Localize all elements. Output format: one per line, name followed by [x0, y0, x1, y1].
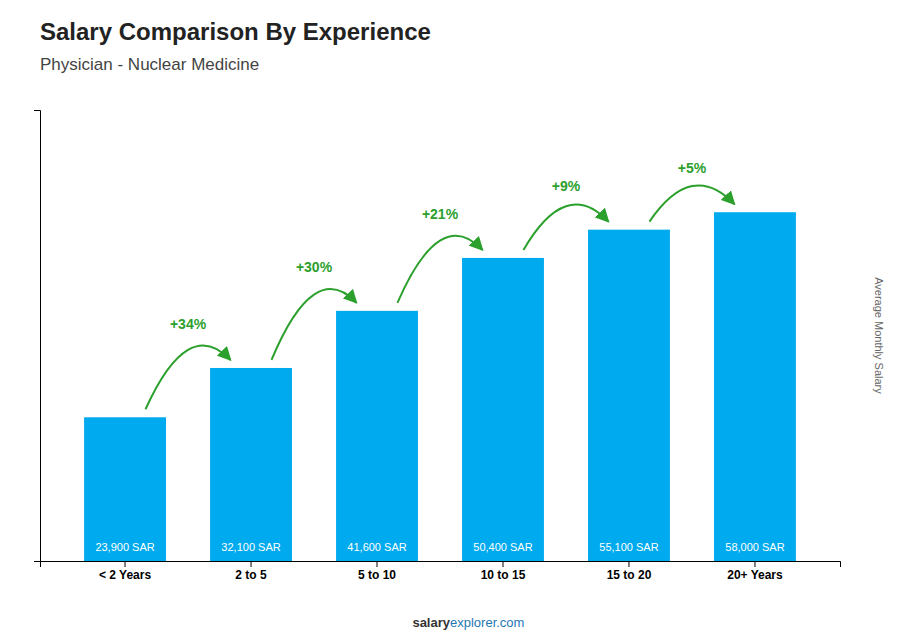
- data-label: 41,600 SAR: [347, 541, 406, 553]
- x-tick: 5 to 10: [358, 561, 396, 582]
- change-arrow: [146, 345, 231, 409]
- change-label: +5%: [678, 160, 707, 176]
- change-arrow: [271, 289, 356, 360]
- bar: [588, 230, 670, 561]
- x-tick: 15 to 20: [607, 561, 652, 582]
- title: Salary Comparison By Experience: [40, 18, 431, 45]
- data-label: 58,000 SAR: [725, 541, 784, 553]
- x-tick-mark: [754, 561, 755, 567]
- x-tick: < 2 Years: [99, 561, 151, 582]
- change-label: +21%: [422, 206, 459, 222]
- x-tick-mark: [628, 561, 629, 567]
- annotations: +34% +30% +21% +9% +5%: [146, 160, 735, 409]
- x-axis: < 2 Years 2 to 5 5 to 10 10 to 15 15 to 20 20…: [41, 561, 841, 582]
- data-label: 23,900 SAR: [95, 541, 154, 553]
- x-tick: 2 to 5: [235, 561, 267, 582]
- x-tick-label: 5 to 10: [358, 568, 396, 582]
- data-label: 55,100 SAR: [599, 541, 658, 553]
- plot: < 2 Years 2 to 5 5 to 10 10 to 15 15 to 20 20…: [34, 111, 841, 582]
- change-arrow: [649, 185, 734, 221]
- data-label: 32,100 SAR: [221, 541, 280, 553]
- change-arrow: [523, 205, 608, 250]
- subtitle: Physician - Nuclear Medicine: [40, 55, 259, 74]
- x-tick-label: 20+ Years: [727, 568, 783, 582]
- x-tick: 10 to 15: [481, 561, 526, 582]
- x-axis-line: [41, 562, 841, 568]
- x-tick-label: 10 to 15: [481, 568, 526, 582]
- x-tick-mark: [125, 561, 126, 567]
- bar: [714, 212, 796, 561]
- x-tick: 20+ Years: [727, 561, 783, 582]
- chart: Salary Comparison By Experience Physician…: [0, 0, 900, 641]
- x-tick-mark: [502, 561, 503, 567]
- change-label: +30%: [296, 259, 333, 275]
- y-axis-line: [34, 111, 41, 562]
- footer: salary: [412, 615, 450, 630]
- bar: [210, 368, 292, 561]
- y-axis: [34, 111, 41, 562]
- y-axis-title: Average Monthly Salary: [873, 277, 885, 394]
- x-tick-label: 15 to 20: [607, 568, 652, 582]
- data-label: 50,400 SAR: [473, 541, 532, 553]
- x-tick-mark: [377, 561, 378, 567]
- bar: [336, 311, 418, 561]
- x-tick-mark: [251, 561, 252, 567]
- footer: explorer.com: [450, 615, 524, 630]
- bars: [84, 212, 796, 561]
- data-labels: 23,900 SAR 32,100 SAR 41,600 SAR 50,400 SAR…: [95, 541, 784, 553]
- change-arrow: [397, 236, 482, 303]
- bar: [462, 258, 544, 561]
- bar: [84, 417, 166, 561]
- change-label: +34%: [170, 316, 207, 332]
- change-label: +9%: [552, 178, 581, 194]
- x-tick-label: < 2 Years: [99, 568, 151, 582]
- x-tick-label: 2 to 5: [235, 568, 267, 582]
